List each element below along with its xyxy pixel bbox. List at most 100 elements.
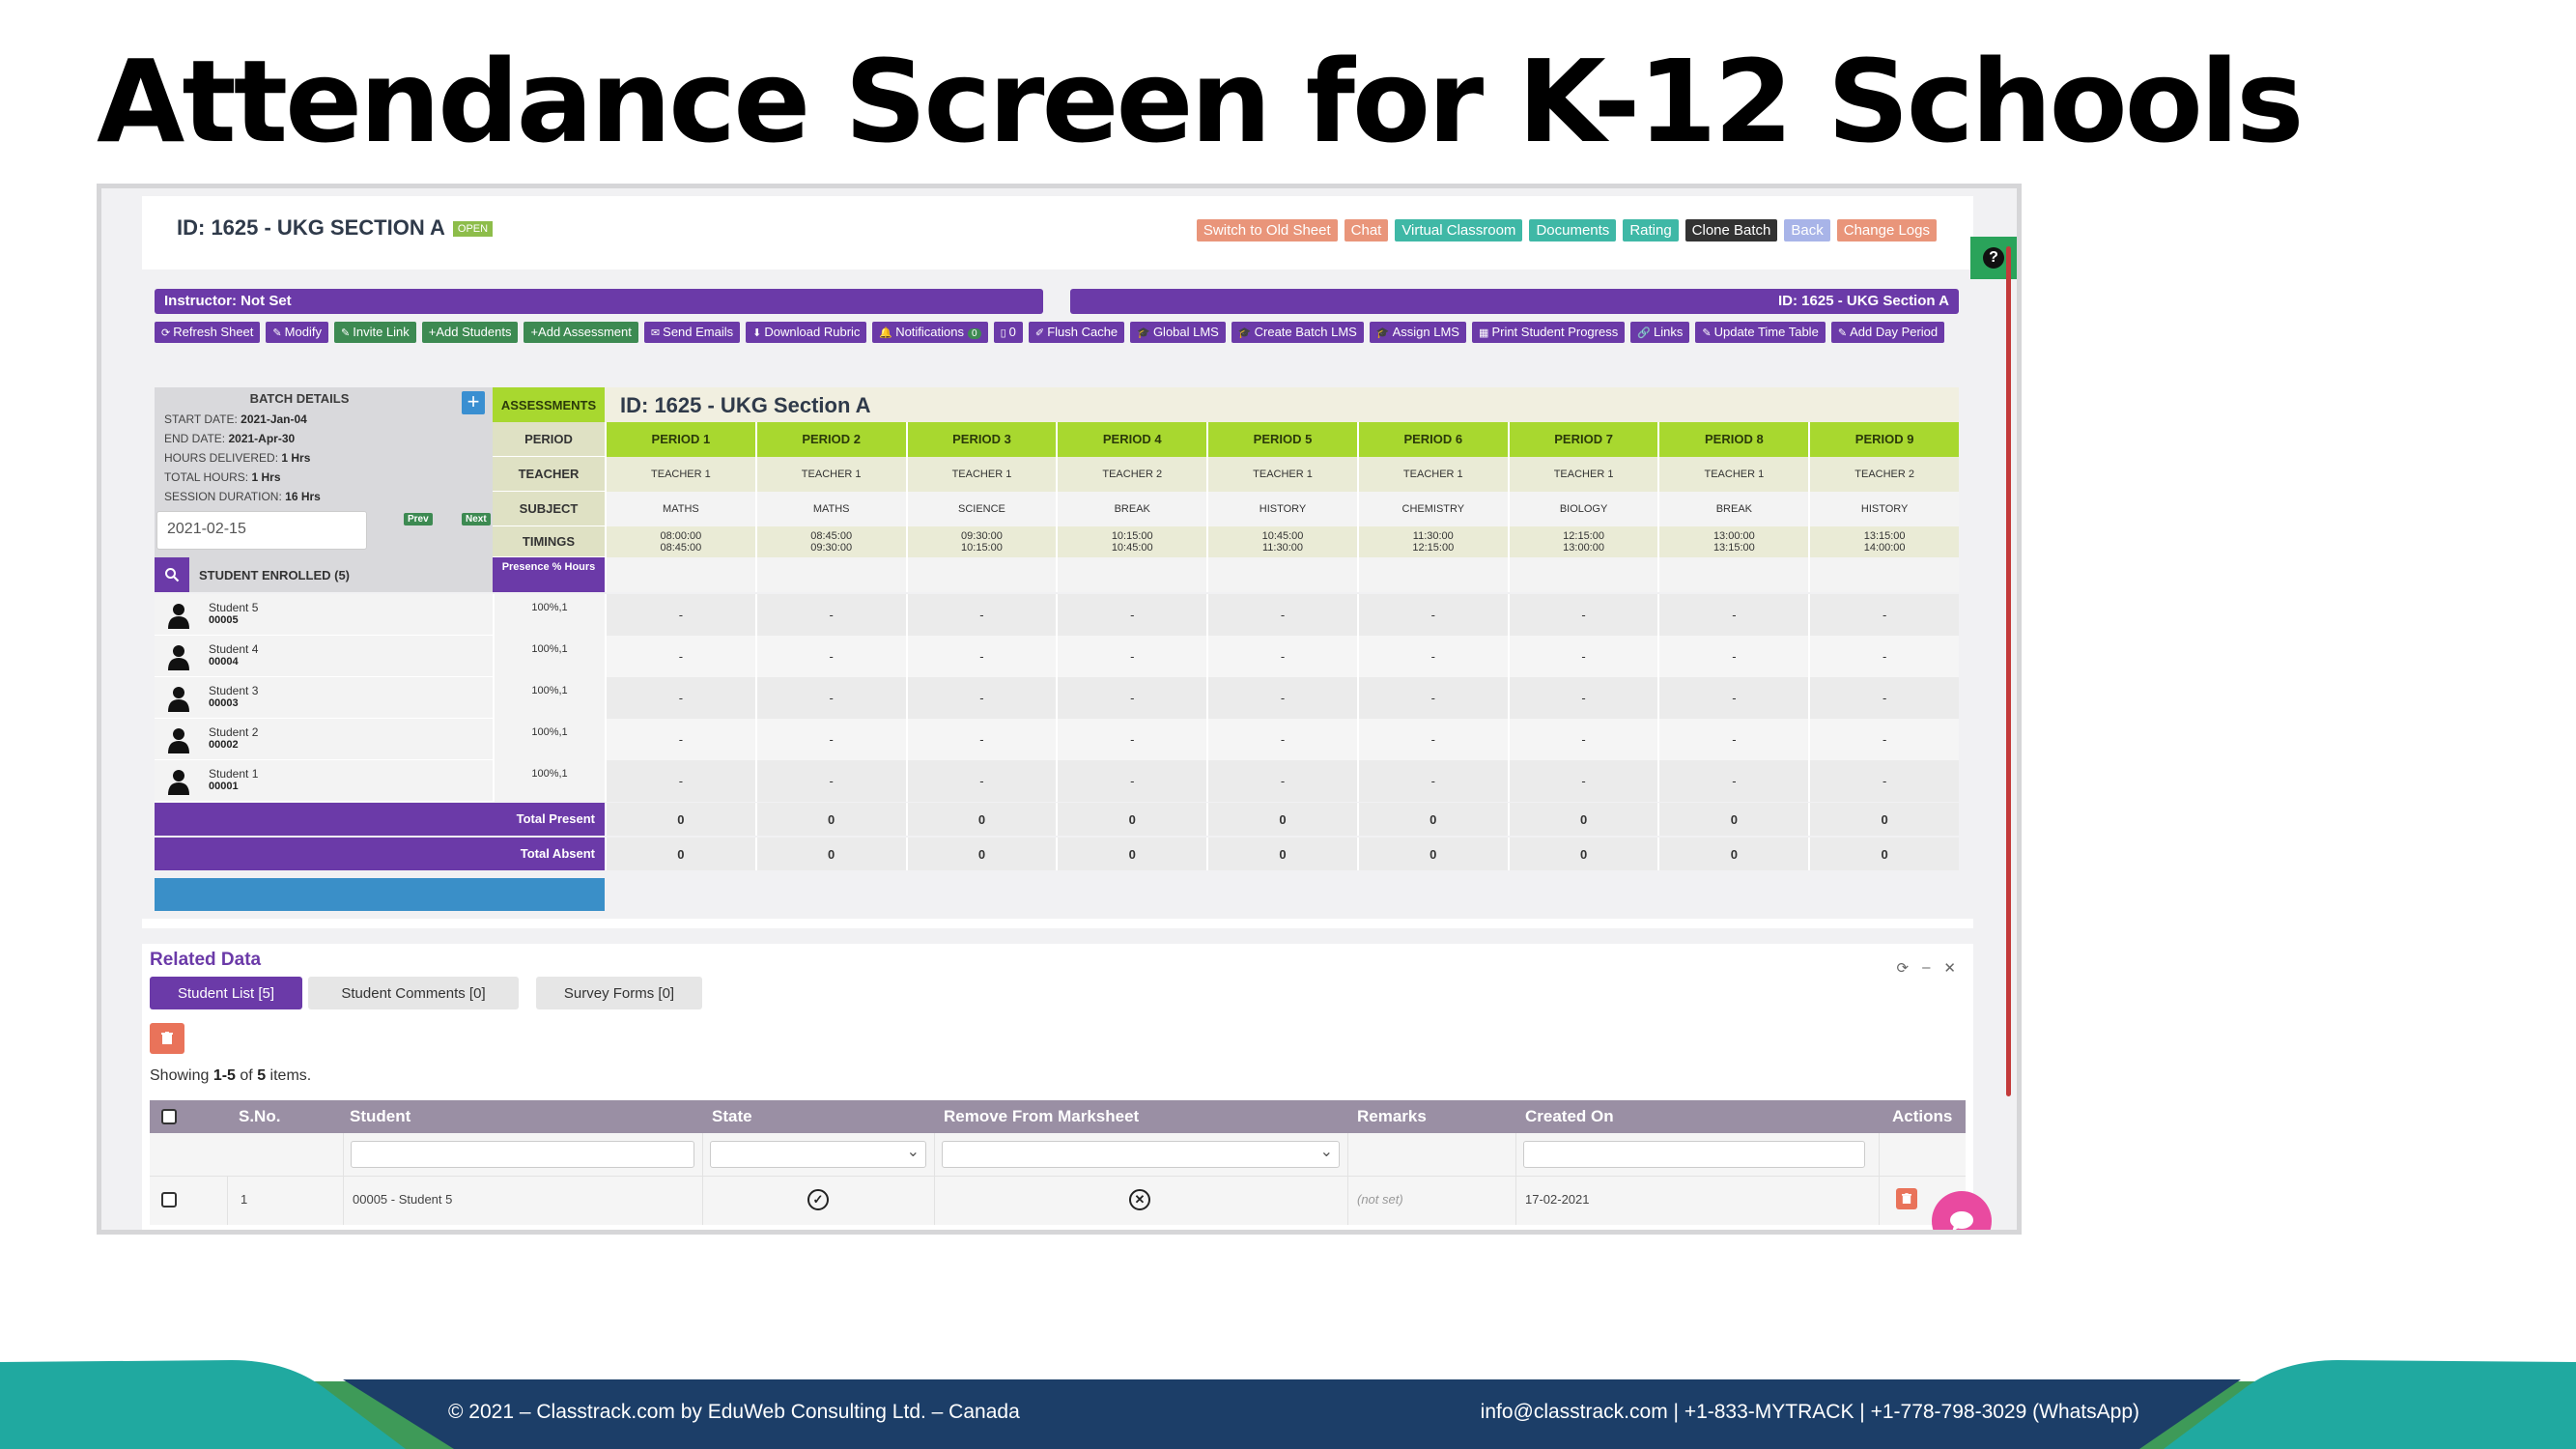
attendance-cell[interactable]: - [905, 677, 1057, 719]
date-input[interactable]: 2021-02-15 [156, 511, 367, 550]
refresh-icon[interactable]: ⟳ [1896, 960, 1910, 977]
attendance-cell[interactable]: - [1507, 719, 1658, 760]
attendance-cell[interactable]: - [1808, 719, 1960, 760]
clone-batch-button[interactable]: Clone Batch [1684, 219, 1778, 242]
tab-student-comments-0[interactable]: Student Comments [0] [308, 977, 519, 1009]
attendance-cell[interactable]: - [605, 594, 755, 636]
period-header[interactable]: PERIOD 8 [1657, 422, 1809, 457]
invite-link-button[interactable]: ✎ Invite Link [333, 322, 416, 343]
attendance-cell[interactable]: - [1808, 636, 1960, 677]
assessments-button[interactable]: ASSESSMENTS [493, 387, 605, 422]
attendance-cell[interactable]: - [1657, 636, 1809, 677]
attendance-cell[interactable]: - [1507, 677, 1658, 719]
assign-lms-button[interactable]: 🎓 Assign LMS [1369, 322, 1466, 343]
tab-student-list-5[interactable]: Student List [5] [150, 977, 302, 1009]
student-cell[interactable]: Student 3 00003 [155, 677, 493, 719]
attendance-cell[interactable]: - [1657, 594, 1809, 636]
add-students-button[interactable]: +Add Students [421, 322, 519, 343]
student-filter-input[interactable] [351, 1141, 694, 1168]
send-emails-button[interactable]: ✉ Send Emails [643, 322, 741, 343]
create-batch-lms-button[interactable]: 🎓 Create Batch LMS [1231, 322, 1364, 343]
delete-selected-button[interactable] [150, 1023, 184, 1054]
attendance-cell[interactable]: - [605, 677, 755, 719]
attendance-cell[interactable]: - [1356, 677, 1508, 719]
close-icon[interactable]: ✕ [1943, 960, 1956, 977]
links-button[interactable]: 🔗 Links [1630, 322, 1690, 343]
attendance-cell[interactable]: - [1056, 594, 1207, 636]
attendance-cell[interactable]: - [754, 594, 906, 636]
prev-button[interactable]: Prev [404, 513, 433, 526]
delete-row-button[interactable] [1896, 1188, 1917, 1209]
add-day-period-button[interactable]: ✎ Add Day Period [1830, 322, 1945, 343]
attendance-cell[interactable]: - [1356, 719, 1508, 760]
attendance-cell[interactable]: - [905, 719, 1057, 760]
attendance-cell[interactable]: - [1657, 760, 1809, 802]
attendance-cell[interactable]: - [1507, 594, 1658, 636]
download-rubric-button[interactable]: ⬇ Download Rubric [746, 322, 867, 343]
attendance-cell[interactable]: - [1356, 636, 1508, 677]
col-header-student[interactable]: Student [350, 1107, 411, 1125]
virtual-classroom-button[interactable]: Virtual Classroom [1395, 219, 1523, 242]
x-circle-icon[interactable]: ✕ [1129, 1189, 1150, 1210]
update-time-table-button[interactable]: ✎ Update Time Table [1695, 322, 1826, 343]
add-assessment-button[interactable]: +Add Assessment [524, 322, 638, 343]
attendance-cell[interactable]: - [1657, 677, 1809, 719]
attendance-cell[interactable]: - [1507, 760, 1658, 802]
attendance-cell[interactable]: - [905, 760, 1057, 802]
student-cell[interactable]: Student 4 00004 [155, 636, 493, 677]
tab-survey-forms-0[interactable]: Survey Forms [0] [536, 977, 702, 1009]
period-header[interactable]: PERIOD 3 [905, 422, 1057, 457]
attendance-cell[interactable]: - [754, 719, 906, 760]
attendance-cell[interactable]: - [1808, 594, 1960, 636]
attendance-cell[interactable]: - [1206, 719, 1357, 760]
attendance-cell[interactable]: - [1356, 760, 1508, 802]
attendance-cell[interactable]: - [1056, 677, 1207, 719]
scrollbar[interactable] [2006, 246, 2011, 1096]
col-header-state[interactable]: State [712, 1107, 752, 1125]
student-cell[interactable]: Student 5 00005 [155, 594, 493, 636]
refresh-sheet-button[interactable]: ⟳ Refresh Sheet [155, 322, 261, 343]
period-header[interactable]: PERIOD 5 [1206, 422, 1357, 457]
attendance-cell[interactable]: - [605, 760, 755, 802]
print-student-progress-button[interactable]: ▦ Print Student Progress [1471, 322, 1626, 343]
period-header[interactable]: PERIOD 4 [1056, 422, 1207, 457]
period-header[interactable]: PERIOD 6 [1356, 422, 1508, 457]
notifications-button[interactable]: 🔔 Notifications 0 [872, 322, 988, 343]
col-header-remarks[interactable]: Remarks [1357, 1107, 1427, 1125]
search-button[interactable] [155, 557, 189, 592]
attendance-cell[interactable]: - [1206, 677, 1357, 719]
documents-button[interactable]: Documents [1529, 219, 1617, 242]
0-button[interactable]: ▯ 0 [993, 322, 1023, 343]
attendance-cell[interactable]: - [754, 636, 906, 677]
attendance-cell[interactable]: - [1056, 719, 1207, 760]
attendance-cell[interactable]: - [1056, 760, 1207, 802]
chat-button[interactable]: Chat [1344, 219, 1389, 242]
next-button[interactable]: Next [462, 513, 491, 526]
col-header-created-on[interactable]: Created On [1525, 1107, 1614, 1125]
col-header-remove-from-marksheet[interactable]: Remove From Marksheet [944, 1107, 1140, 1125]
state-filter-select[interactable] [710, 1141, 926, 1168]
period-header[interactable]: PERIOD 1 [605, 422, 755, 457]
footer-contact[interactable]: info@classtrack.com | +1-833-MYTRACK | +… [1480, 1401, 2139, 1423]
attendance-cell[interactable]: - [1206, 594, 1357, 636]
row-checkbox[interactable] [161, 1192, 177, 1208]
student-cell[interactable]: Student 2 00002 [155, 719, 493, 760]
attendance-cell[interactable]: - [905, 636, 1057, 677]
add-plus-button[interactable]: + [462, 391, 485, 414]
attendance-cell[interactable]: - [1206, 636, 1357, 677]
attendance-cell[interactable]: - [1657, 719, 1809, 760]
modify-button[interactable]: ✎ Modify [266, 322, 328, 343]
flush-cache-button[interactable]: ✐ Flush Cache [1028, 322, 1125, 343]
attendance-cell[interactable]: - [605, 719, 755, 760]
attendance-cell[interactable]: - [1356, 594, 1508, 636]
period-header[interactable]: PERIOD 9 [1808, 422, 1960, 457]
remove-from-marksheet-filter-select[interactable] [942, 1141, 1340, 1168]
student-cell[interactable]: Student 1 00001 [155, 760, 493, 802]
row-remarks[interactable]: (not set) [1357, 1192, 1403, 1207]
period-header[interactable]: PERIOD 7 [1507, 422, 1658, 457]
check-circle-icon[interactable]: ✓ [807, 1189, 829, 1210]
attendance-cell[interactable]: - [1507, 636, 1658, 677]
minimize-icon[interactable]: – [1922, 959, 1931, 976]
attendance-cell[interactable]: - [1808, 677, 1960, 719]
rating-button[interactable]: Rating [1623, 219, 1679, 242]
